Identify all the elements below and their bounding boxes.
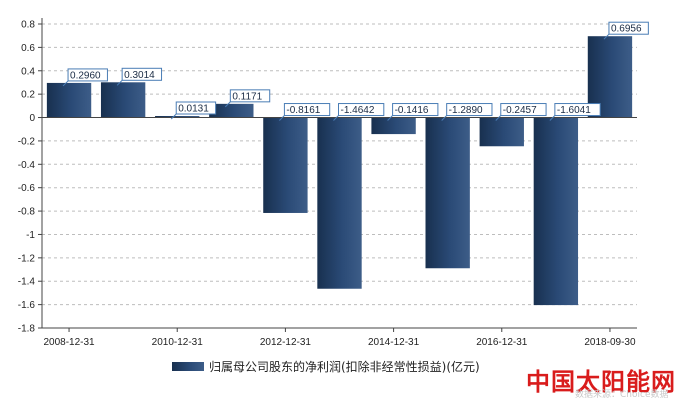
- data-label-box: [392, 103, 439, 117]
- data-label-box: [283, 103, 331, 117]
- data-label-leader: [441, 115, 448, 121]
- y-tick-label: 0.2: [21, 90, 35, 101]
- data-label-box: [67, 68, 108, 82]
- y-tick-label: -1.8: [18, 324, 36, 335]
- data-label: 0.3014: [124, 70, 155, 81]
- data-labels: 0.2960 0.3014 0.0131 0.1171 -0.8161 -1.4642 -0…: [62, 21, 649, 121]
- data-label: -1.4642: [341, 105, 375, 116]
- data-label: 0.0131: [178, 104, 209, 115]
- data-label-leader: [279, 115, 285, 121]
- data-label-leader: [170, 113, 177, 120]
- data-label-leader: [603, 33, 610, 40]
- y-tick-label: -0.2: [18, 136, 36, 147]
- y-tick-label: -0.4: [18, 160, 36, 171]
- data-label-leader: [495, 115, 502, 121]
- x-tick-label: 2014-12-31: [368, 337, 420, 348]
- bar: [46, 82, 92, 118]
- data-label-leader: [224, 101, 231, 108]
- y-tick-label: -1.4: [18, 277, 36, 288]
- y-tick-label: -0.8: [18, 207, 36, 218]
- bars: [46, 36, 633, 306]
- data-label-box: [121, 67, 163, 81]
- data-label: -0.1416: [395, 105, 429, 116]
- bar: [371, 117, 416, 135]
- y-tick-label: 0: [29, 113, 35, 124]
- data-label-leader: [333, 115, 339, 121]
- bar: [155, 116, 200, 118]
- data-label-leader: [387, 115, 393, 121]
- legend-label: 归属母公司股东的净利润(扣除非经常性损益)(亿元): [209, 359, 480, 374]
- data-label-leader: [549, 115, 556, 121]
- watermark-source: 数据来源：Choice数据: [575, 390, 669, 400]
- x-tick-label: 2008-12-31: [43, 337, 95, 348]
- data-label-box: [229, 89, 271, 103]
- data-label-box: [446, 103, 493, 117]
- data-label-box: [554, 103, 601, 117]
- data-label: 0.2960: [70, 70, 101, 81]
- data-label: -0.8161: [286, 105, 320, 116]
- y-tick-label: 0.4: [21, 66, 35, 77]
- y-tick-label: 0.6: [21, 43, 35, 54]
- bar: [263, 117, 308, 213]
- y-tick-label: -1.6: [18, 300, 36, 311]
- data-label-leader: [62, 80, 69, 87]
- data-label-box: [500, 103, 547, 117]
- bar: [479, 117, 524, 147]
- x-tick-label: 2010-12-31: [152, 337, 204, 348]
- legend-swatch: [172, 362, 204, 371]
- axes: 0.8 0.6 0.4 0.2 0 -0.2 -0.4 -0.6 -0.8 -1 -1.2 -1.4 -…: [18, 18, 637, 348]
- y-tick-label: 0.8: [21, 20, 35, 31]
- bar: [209, 103, 254, 118]
- data-label-box: [608, 21, 649, 35]
- bar: [533, 117, 579, 306]
- data-label: -1.2890: [449, 105, 483, 116]
- x-tick-label: 2016-12-31: [476, 337, 528, 348]
- watermark-logo: 中国太阳能网: [526, 368, 676, 396]
- bar: [425, 117, 470, 269]
- y-tick-label: -1: [26, 230, 35, 241]
- legend: 归属母公司股东的净利润(扣除非经常性损益)(亿元): [172, 359, 480, 374]
- data-label-leader: [116, 79, 123, 86]
- x-tick-label: 2012-12-31: [260, 337, 312, 348]
- bar: [100, 82, 146, 118]
- data-label-box: [175, 101, 217, 115]
- data-label: 0.1171: [232, 91, 262, 102]
- data-label: -1.6041: [557, 105, 591, 116]
- data-label: -0.2457: [503, 105, 537, 116]
- data-label-box: [338, 103, 385, 117]
- x-tick-label: 2018-09-30: [584, 337, 636, 348]
- y-tick-label: -1.2: [18, 253, 36, 264]
- y-tick-label: -0.6: [18, 183, 36, 194]
- data-label: 0.6956: [611, 24, 642, 35]
- bar: [317, 117, 362, 289]
